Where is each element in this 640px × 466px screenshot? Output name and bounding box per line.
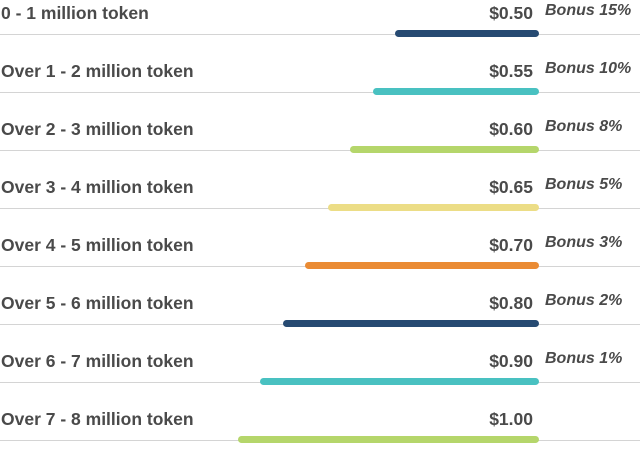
tier-range-label: Over 1 - 2 million token [1,61,194,81]
tier-price-value: $0.80 [489,293,533,313]
tier-price-value: $0.65 [489,177,533,197]
tier-price-value: $1.00 [489,409,533,429]
tier-range-label: Over 3 - 4 million token [1,177,194,197]
tier-level-bar [327,204,539,211]
tier-row: Over 6 - 7 million token $0.90 Bonus 1% [0,350,640,408]
tier-divider [0,34,640,35]
tier-bonus-label: Bonus 10% [545,60,632,77]
tier-level-bar [372,88,539,95]
tier-bonus-label: Bonus 2% [545,292,623,309]
tier-divider [0,92,640,93]
tier-range-label: Over 4 - 5 million token [1,235,194,255]
tier-range-label: 0 - 1 million token [1,3,149,23]
tier-row: Over 2 - 3 million token $0.60 Bonus 8% [0,118,640,176]
tier-bonus-label: Bonus 3% [545,234,623,251]
tier-level-bar [395,30,539,37]
tier-range-label: Over 2 - 3 million token [1,119,194,139]
tier-level-bar [282,320,539,327]
tier-bonus-label: Bonus 8% [545,118,623,135]
tier-divider [0,208,640,209]
tier-bonus-label: Bonus 15% [545,2,632,19]
tier-row: Over 5 - 6 million token $0.80 Bonus 2% [0,292,640,350]
tier-row: Over 3 - 4 million token $0.65 Bonus 5% [0,176,640,234]
tier-bonus-label: Bonus 1% [545,350,623,367]
tier-row: Over 1 - 2 million token $0.55 Bonus 10% [0,60,640,118]
tier-price-value: $0.55 [489,61,533,81]
tier-price-value: $0.50 [489,3,533,23]
tier-divider [0,150,640,151]
tier-range-label: Over 7 - 8 million token [1,409,194,429]
tier-level-bar [237,436,539,443]
tier-price-value: $0.90 [489,351,533,371]
tier-level-bar [260,378,539,385]
tier-price-value: $0.60 [489,119,533,139]
tier-row: Over 7 - 8 million token $1.00 [0,408,640,466]
tier-range-label: Over 5 - 6 million token [1,293,194,313]
tier-row: Over 4 - 5 million token $0.70 Bonus 3% [0,234,640,292]
tier-price-value: $0.70 [489,235,533,255]
tier-row: 0 - 1 million token $0.50 Bonus 15% [0,2,640,60]
tier-range-label: Over 6 - 7 million token [1,351,194,371]
tier-bonus-label: Bonus 5% [545,176,623,193]
tier-level-bar [305,262,539,269]
tier-level-bar [350,146,539,153]
